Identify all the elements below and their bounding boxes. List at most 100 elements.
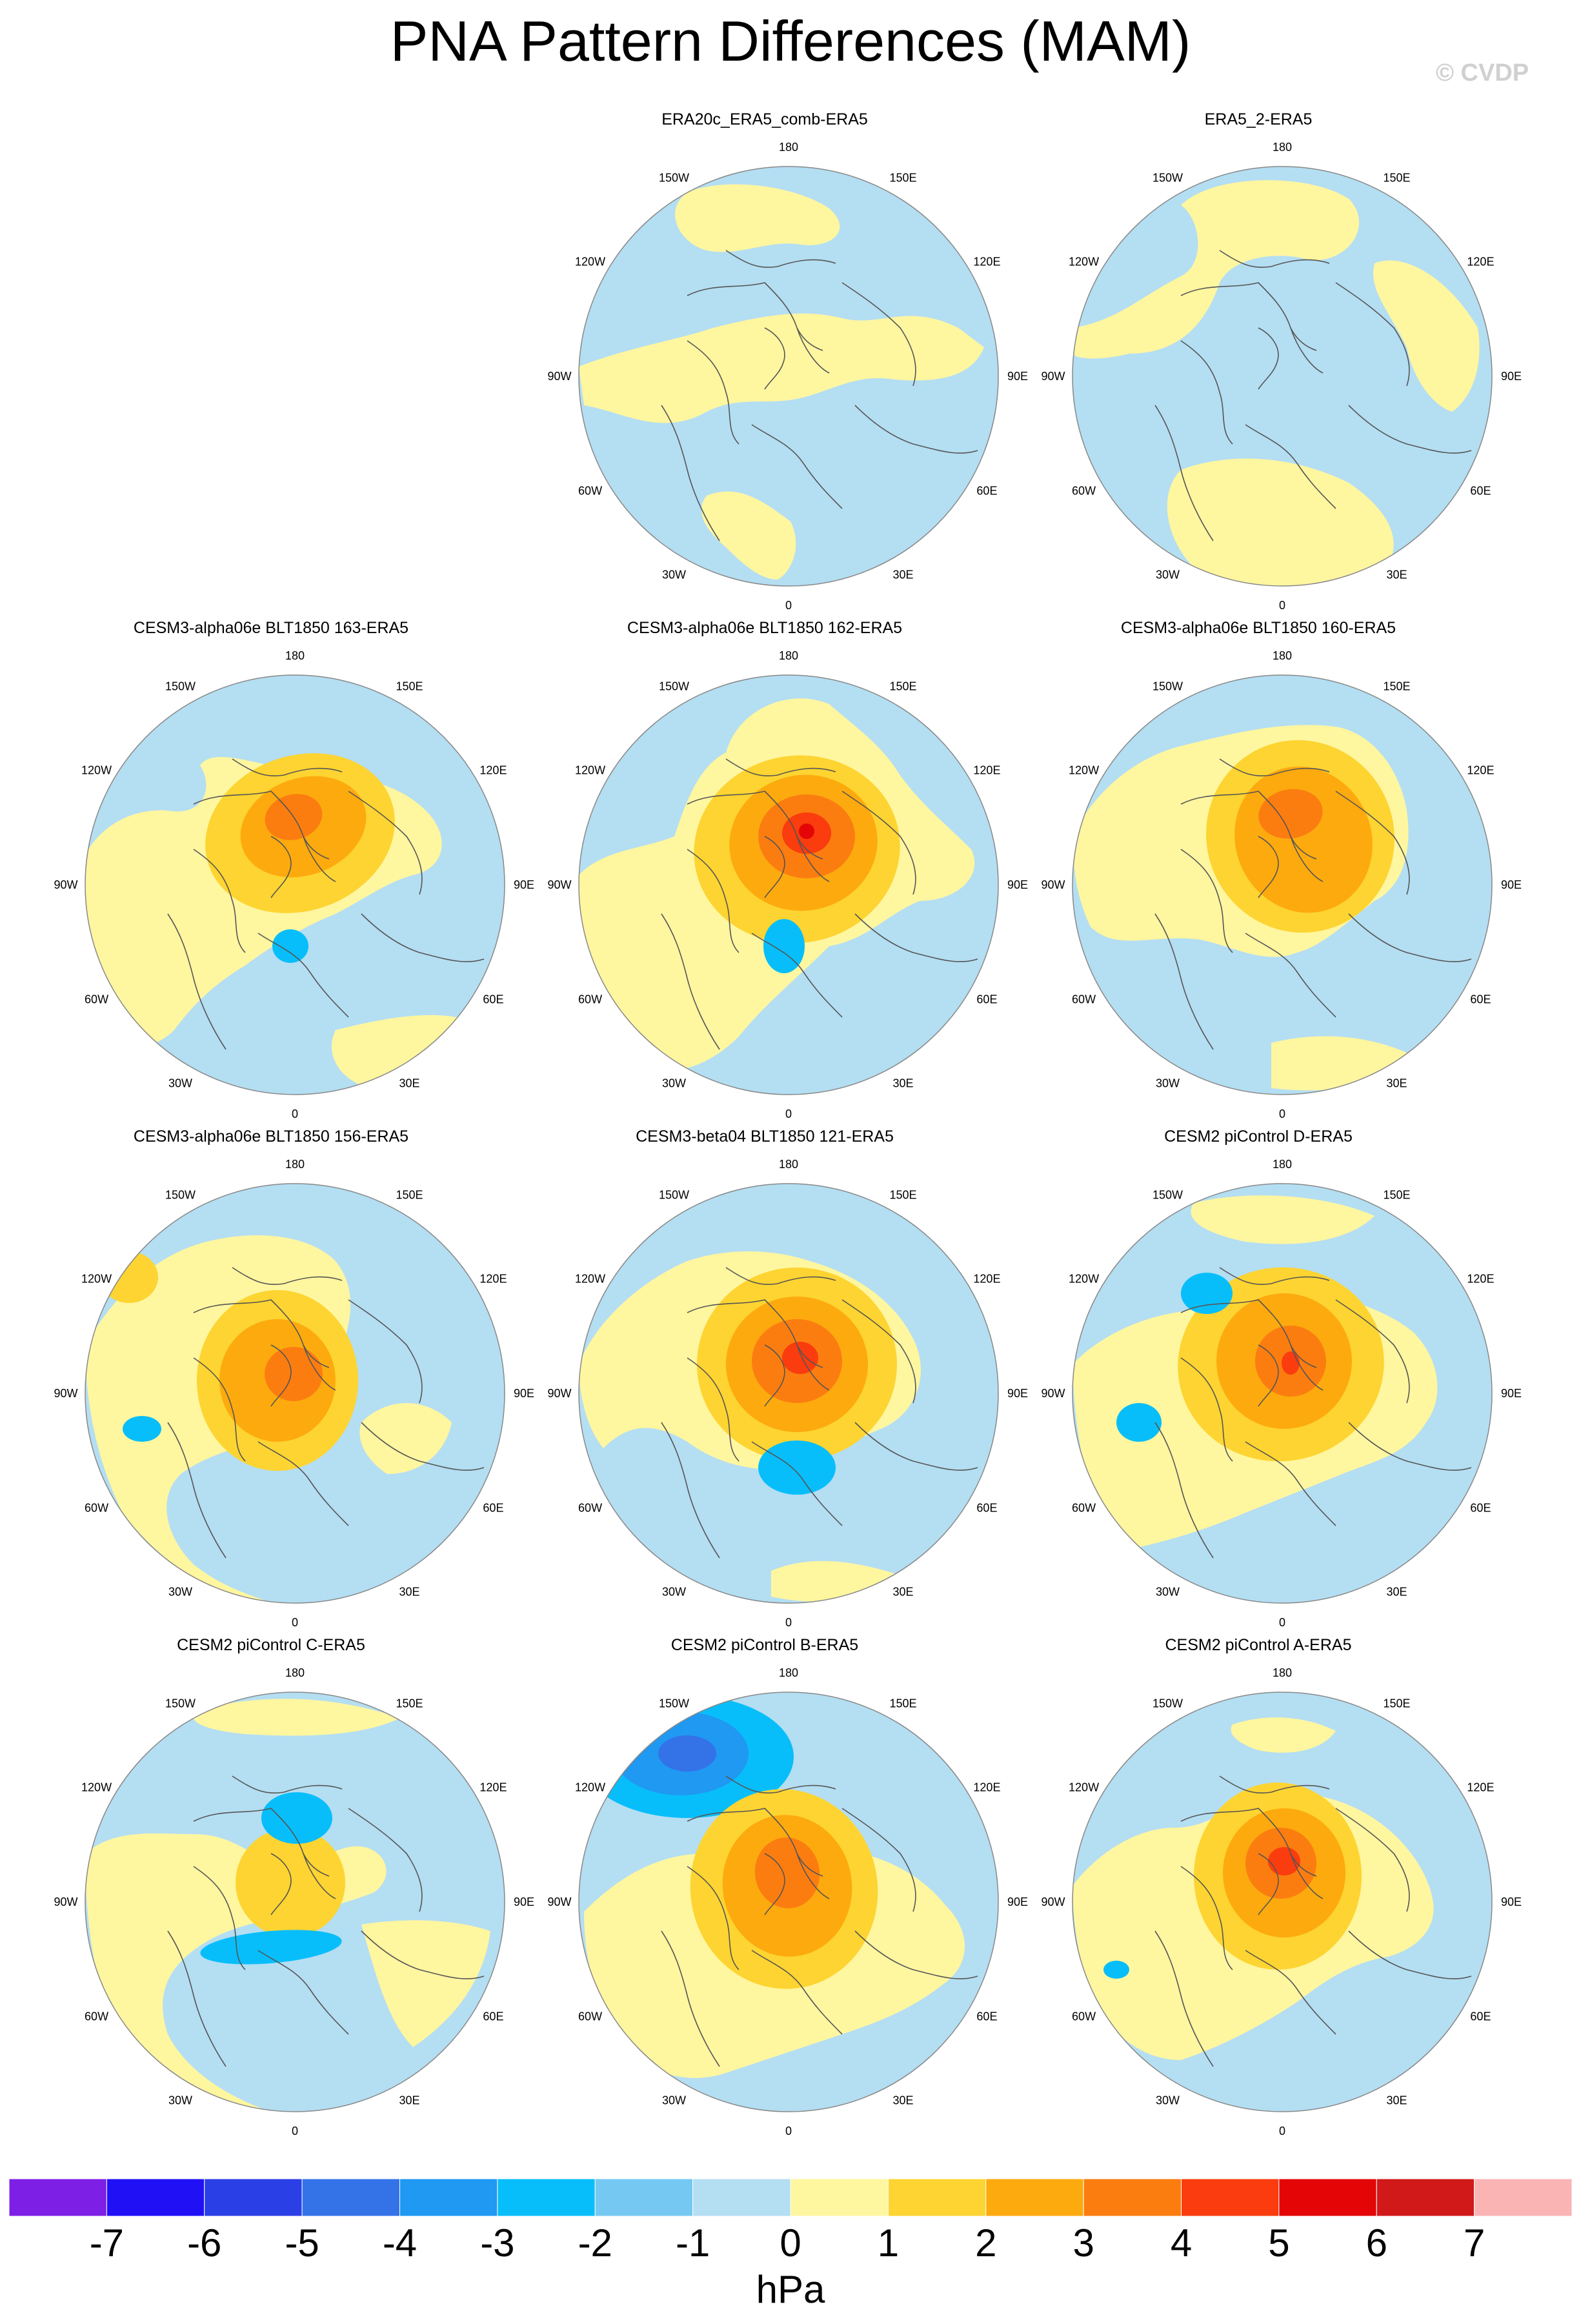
colorbar-swatch bbox=[399, 2179, 498, 2216]
map-boundary bbox=[1072, 674, 1493, 1095]
longitude-label: 60E bbox=[976, 2010, 997, 2023]
longitude-label: 60W bbox=[85, 993, 108, 1006]
panel-title: CESM3-alpha06e BLT1850 162-ERA5 bbox=[627, 619, 903, 637]
colorbar-swatch bbox=[106, 2179, 205, 2216]
coastline bbox=[854, 405, 978, 454]
coastline bbox=[687, 340, 740, 445]
coastline bbox=[1290, 327, 1317, 351]
coastline bbox=[167, 913, 227, 1050]
contour-level-3 bbox=[754, 1837, 820, 1908]
colorbar-swatch bbox=[692, 2179, 791, 2216]
map-boundary bbox=[1072, 1183, 1493, 1604]
longitude-label: 90W bbox=[1041, 1387, 1065, 1400]
polar-map: 180 150E 120E 90E 60E 30E 0 30W 60W 90W 120W 150W bbox=[547, 649, 1028, 1120]
coastline bbox=[1154, 1930, 1214, 2067]
colorbar-tick-label: 6 bbox=[1365, 2221, 1387, 2265]
longitude-label: 150W bbox=[1153, 1697, 1183, 1710]
panel-title: CESM3-alpha06e BLT1850 160-ERA5 bbox=[1120, 619, 1396, 637]
coastline bbox=[270, 1853, 292, 1915]
colorbar-tick-label: -3 bbox=[480, 2221, 515, 2265]
coastline bbox=[725, 250, 836, 268]
map-boundary bbox=[1072, 166, 1493, 587]
longitude-label: 90W bbox=[54, 878, 77, 891]
coastline bbox=[854, 1422, 978, 1471]
longitude-label: 60W bbox=[1072, 485, 1096, 498]
map-boundary bbox=[578, 166, 999, 587]
longitude-label: 90W bbox=[547, 1387, 571, 1400]
longitude-label: 60W bbox=[578, 1502, 602, 1515]
coastline bbox=[661, 1930, 720, 2067]
coastline bbox=[661, 913, 720, 1050]
coastline bbox=[167, 1930, 227, 2067]
longitude-label: 30E bbox=[399, 1585, 419, 1598]
coastline bbox=[361, 1930, 485, 1979]
map-boundary bbox=[578, 1692, 999, 2112]
longitude-label: 30W bbox=[1156, 1076, 1180, 1089]
coastline bbox=[1335, 791, 1410, 895]
colorbar-tick-label: 2 bbox=[975, 2221, 997, 2265]
coastline bbox=[751, 1441, 843, 1526]
longitude-label: 180 bbox=[779, 141, 798, 154]
longitude-label: 0 bbox=[1279, 599, 1285, 612]
polar-map: 180 150E 120E 90E 60E 30E 0 30W 60W 90W 120W 150W bbox=[54, 649, 534, 1120]
longitude-label: 150W bbox=[1153, 680, 1183, 693]
longitude-label: 150W bbox=[165, 1189, 196, 1202]
longitude-label: 30E bbox=[1386, 2094, 1407, 2107]
longitude-label: 150W bbox=[659, 680, 689, 693]
panel-title: CESM2 piControl B-ERA5 bbox=[670, 1636, 859, 1654]
coastline bbox=[764, 327, 785, 390]
contour-level--2 bbox=[1181, 1273, 1233, 1314]
coastline bbox=[232, 1775, 343, 1794]
coastline bbox=[1245, 424, 1336, 509]
coastline bbox=[348, 791, 423, 895]
coastline bbox=[257, 933, 349, 1018]
longitude-label: 0 bbox=[785, 2125, 792, 2137]
map-panel-7: CESM3-beta04 BLT1850 121-ERA5 180 150E 120E… bbox=[494, 1126, 1036, 1635]
longitude-label: 180 bbox=[1273, 141, 1292, 154]
polar-map: 180 150E 120E 90E 60E 30E 0 30W 60W 90W 120W 150W bbox=[1041, 649, 1522, 1120]
longitude-label: 30W bbox=[1156, 2094, 1180, 2107]
longitude-label: 60W bbox=[1072, 993, 1096, 1006]
polar-map: 180 150E 120E 90E 60E 30E 0 30W 60W 90W 120W 150W bbox=[1041, 1666, 1522, 2137]
longitude-label: 30W bbox=[168, 1076, 192, 1089]
contour-level--2 bbox=[758, 1440, 836, 1495]
longitude-label: 120W bbox=[575, 1781, 605, 1794]
longitude-label: 120W bbox=[1069, 764, 1099, 777]
longitude-label: 150W bbox=[659, 1697, 689, 1710]
contour-level--2 bbox=[123, 1416, 161, 1442]
polar-map: 180 150E 120E 90E 60E 30E 0 30W 60W 90W 120W 150W bbox=[1041, 141, 1522, 612]
colorbar-swatch bbox=[204, 2179, 303, 2216]
longitude-label: 180 bbox=[285, 1158, 305, 1171]
coastline bbox=[751, 1950, 843, 2035]
longitude-label: 90E bbox=[1007, 878, 1028, 891]
colorbar-tick-label: 4 bbox=[1170, 2221, 1193, 2265]
colorbar-swatch bbox=[1278, 2179, 1377, 2216]
longitude-label: 90E bbox=[1007, 1895, 1028, 1908]
longitude-label: 120W bbox=[575, 256, 605, 268]
longitude-label: 120W bbox=[1069, 1781, 1099, 1794]
colorbar-tick-label: 3 bbox=[1072, 2221, 1094, 2265]
coastline bbox=[661, 1422, 720, 1559]
colorbar-labels: -7 -6 -5 -4 -3 -2 -1 0 1 2 3 4 5 6 7 bbox=[0, 2220, 1581, 2272]
longitude-label: 180 bbox=[1273, 1666, 1292, 1679]
longitude-label: 90W bbox=[54, 1387, 77, 1400]
longitude-label: 150W bbox=[659, 172, 689, 185]
coastline bbox=[1154, 405, 1214, 541]
coastline bbox=[303, 1344, 330, 1368]
longitude-label: 90W bbox=[54, 1895, 77, 1908]
coastline bbox=[1180, 1808, 1324, 1899]
coastline bbox=[1335, 1808, 1410, 1912]
coastline bbox=[193, 1808, 336, 1899]
map-boundary bbox=[85, 674, 505, 1095]
longitude-label: 60E bbox=[483, 993, 503, 1006]
coastline bbox=[725, 1775, 836, 1794]
polar-map: 180 150E 120E 90E 60E 30E 0 30W 60W 90W 120W 150W bbox=[547, 1158, 1028, 1629]
longitude-label: 90E bbox=[514, 1895, 534, 1908]
longitude-label: 90E bbox=[1501, 1895, 1522, 1908]
longitude-label: 120W bbox=[81, 1273, 112, 1286]
panel-title: CESM3-alpha06e BLT1850 163-ERA5 bbox=[133, 619, 409, 637]
longitude-label: 60E bbox=[976, 485, 997, 498]
contour-level-3 bbox=[1258, 789, 1323, 839]
panel-title: CESM2 piControl A-ERA5 bbox=[1165, 1636, 1352, 1654]
coastline bbox=[257, 1441, 349, 1526]
